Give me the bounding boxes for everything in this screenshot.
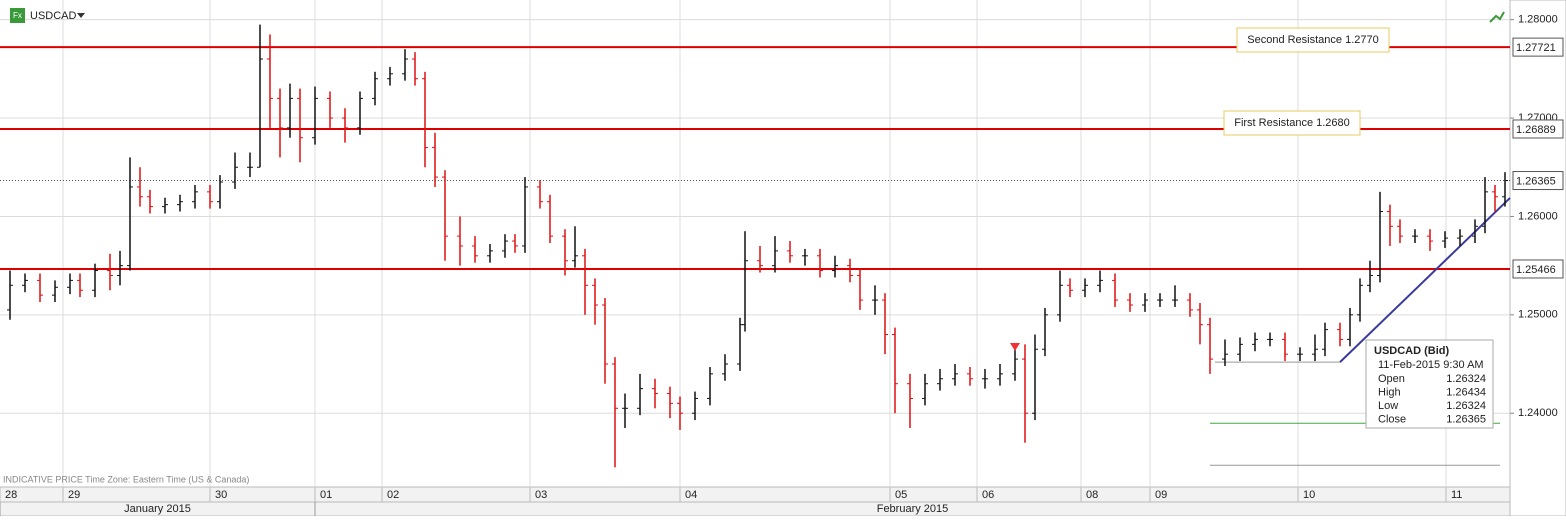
tooltip-title: USDCAD (Bid) bbox=[1374, 345, 1449, 357]
trend-line bbox=[1339, 197, 1511, 363]
x-tick-label: 03 bbox=[535, 489, 547, 501]
x-tick-label: 10 bbox=[1303, 489, 1315, 501]
tooltip: USDCAD (Bid) 11-Feb-2015 9:30 AM Open 1.2… bbox=[1365, 339, 1494, 429]
price-axis bbox=[1509, 0, 1566, 517]
x-tick-label: 30 bbox=[215, 489, 227, 501]
symbol-dropdown[interactable] bbox=[77, 13, 85, 18]
event-marker[interactable] bbox=[1010, 343, 1020, 351]
tooltip-box bbox=[1365, 339, 1494, 429]
tooltip-label: High bbox=[1378, 386, 1401, 398]
x-tick-label: 28 bbox=[5, 489, 17, 501]
x-tick-label: 05 bbox=[895, 489, 907, 501]
level-label: 1.26365 bbox=[1516, 175, 1556, 187]
x-tick-label: 01 bbox=[320, 489, 332, 501]
trend-icon[interactable] bbox=[1489, 11, 1505, 23]
x-tick-label: 02 bbox=[387, 489, 399, 501]
level-label-box bbox=[1512, 171, 1564, 191]
x-tick-label: 29 bbox=[68, 489, 80, 501]
x-tick-label: 08 bbox=[1086, 489, 1098, 501]
x-tick-label: 09 bbox=[1155, 489, 1167, 501]
annotation-box bbox=[1223, 110, 1361, 136]
tooltip-label: Close bbox=[1378, 413, 1406, 425]
symbol[interactable]: USDCAD bbox=[30, 10, 77, 22]
y-tick-label: 1.24000 bbox=[1518, 407, 1558, 419]
annotation-text: Second Resistance 1.2770 bbox=[1247, 34, 1378, 46]
tooltip-value: 1.26434 bbox=[1446, 386, 1486, 398]
x-tick-label: 04 bbox=[685, 489, 697, 501]
y-tick-label: 1.26000 bbox=[1518, 210, 1558, 222]
x-tick-label: 11 bbox=[1451, 489, 1462, 501]
ohlc-bars bbox=[7, 24, 1508, 468]
tooltip-label: Open bbox=[1378, 373, 1405, 385]
annotation: Second Resistance 1.2770 First Resistanc… bbox=[1223, 27, 1390, 136]
y-tick-label: 1.28000 bbox=[1518, 14, 1558, 26]
level-label-box bbox=[1512, 259, 1564, 279]
level-label-box bbox=[1512, 37, 1564, 57]
symbol-icon-text: Fx bbox=[13, 11, 22, 20]
month-label: January 2015 bbox=[124, 503, 191, 515]
plot-area bbox=[0, 0, 1510, 487]
level-label-box bbox=[1512, 119, 1564, 139]
level-label: 1.27721 bbox=[1516, 42, 1556, 54]
tooltip-value: 1.26324 bbox=[1446, 400, 1486, 412]
tooltip-label: Low bbox=[1378, 400, 1398, 412]
symbol-icon bbox=[10, 8, 25, 23]
annotation-box bbox=[1236, 27, 1390, 53]
tooltip-time: 11-Feb-2015 9:30 AM bbox=[1378, 359, 1484, 371]
level-label: 1.26889 bbox=[1516, 124, 1556, 136]
x-tick-label: 06 bbox=[982, 489, 994, 501]
y-tick-label: 1.25000 bbox=[1518, 309, 1558, 321]
tooltip-value: 1.26365 bbox=[1446, 413, 1486, 425]
level-label: 1.25466 bbox=[1516, 264, 1556, 276]
tooltip-value: 1.26324 bbox=[1446, 373, 1486, 385]
footer: INDICATIVE PRICE Time Zone: Eastern Time… bbox=[3, 474, 249, 484]
annotation-text: First Resistance 1.2680 bbox=[1234, 117, 1350, 129]
month-label: February 2015 bbox=[877, 503, 949, 515]
